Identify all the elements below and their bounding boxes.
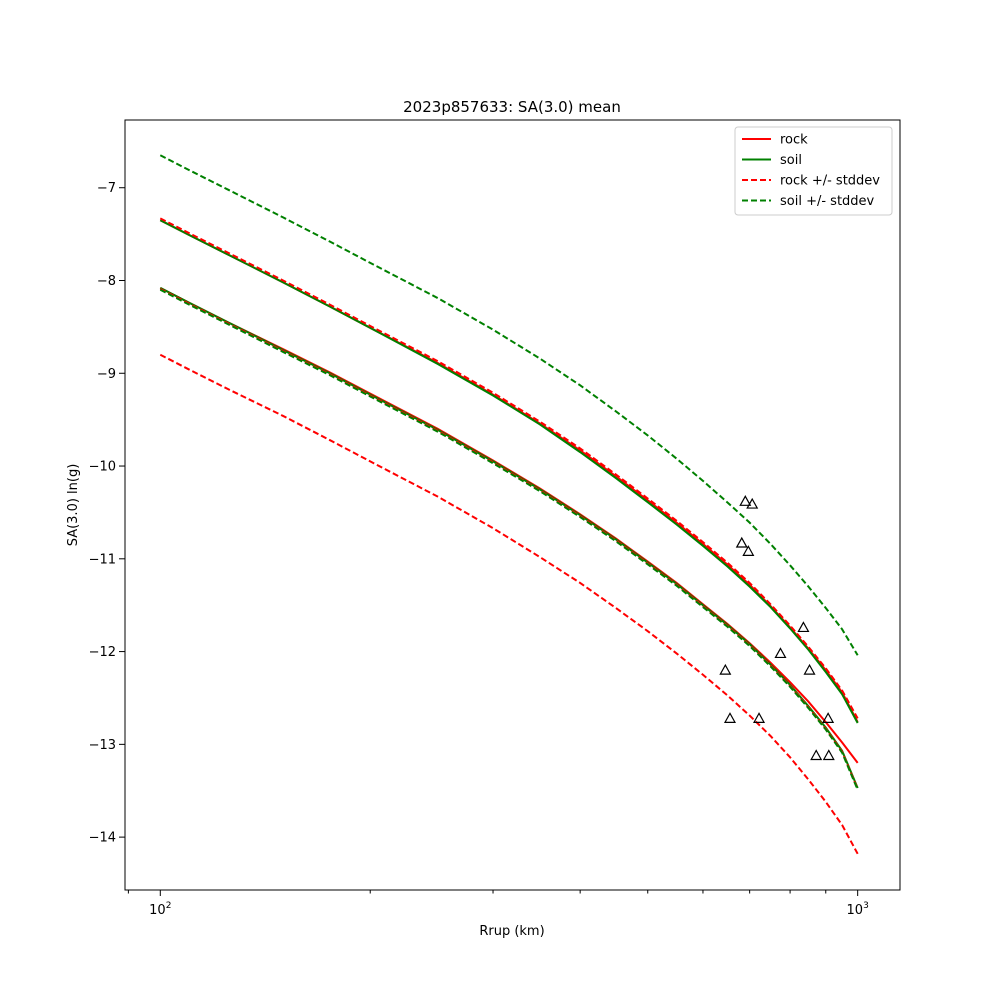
x-tick-label-0: 102 (149, 901, 171, 918)
y-tick-label-6: −8 (97, 274, 116, 289)
x-axis: 102 103 (127, 890, 869, 918)
legend-label-1: soil (780, 153, 802, 168)
x-axis-label: Rrup (km) (479, 924, 544, 939)
series-line-4 (159, 353, 859, 855)
observation-marker-10 (822, 712, 835, 723)
y-tick-label-3: −11 (89, 552, 116, 567)
legend: rock soil rock +/- stddev soil +/- stddev (734, 126, 893, 216)
y-tick-label-0: −14 (89, 831, 116, 846)
series-layer (159, 154, 859, 855)
observation-markers (719, 495, 835, 761)
plot-frame (124, 119, 901, 891)
observation-marker-7 (803, 663, 816, 675)
y-tick-label-4: −10 (89, 460, 116, 475)
series-line-5 (159, 217, 859, 719)
plot-area (124, 119, 901, 891)
observation-marker-9 (752, 712, 766, 723)
x-tick-label-1: 103 (847, 901, 869, 918)
y-tick-label-1: −13 (89, 738, 116, 753)
observation-marker-6 (719, 663, 732, 675)
legend-label-2: rock +/- stddev (780, 174, 880, 189)
y-tick-label-2: −12 (89, 645, 116, 660)
observation-marker-0 (739, 495, 752, 506)
y-tick-label-5: −9 (97, 367, 116, 382)
series-line-7 (159, 154, 859, 656)
y-axis: −14 −13 −12 −11 −10 −9 −8 −7 (89, 181, 125, 846)
y-tick-label-7: −7 (97, 181, 116, 196)
observation-marker-1 (746, 497, 759, 509)
observation-marker-12 (822, 749, 835, 761)
series-line-3 (159, 219, 859, 724)
observation-marker-3 (742, 545, 755, 556)
series-line-8 (159, 288, 859, 791)
legend-box (734, 126, 893, 216)
observation-marker-4 (797, 621, 810, 633)
chart-title: 2023p857633: SA(3.0) mean (403, 98, 621, 116)
observation-marker-11 (810, 749, 823, 761)
legend-label-3: soil +/- stddev (780, 194, 875, 209)
observation-marker-8 (723, 712, 737, 723)
y-axis-label: SA(3.0) ln(g) (66, 464, 81, 547)
observation-marker-5 (774, 647, 787, 659)
observation-marker-2 (735, 536, 748, 548)
legend-label-0: rock (780, 133, 808, 148)
